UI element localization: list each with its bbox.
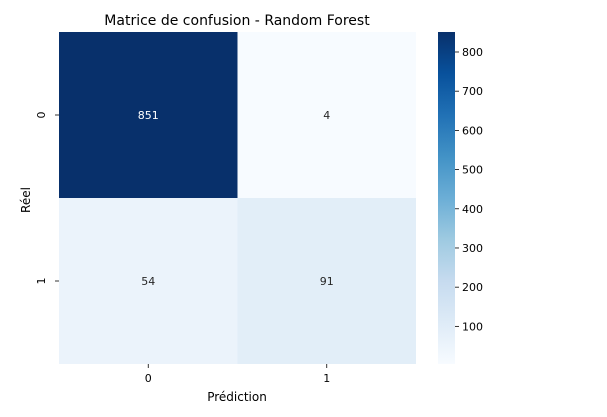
colorbar-tick-label: 100 — [462, 320, 483, 333]
heatmap-cell-1-0 — [59, 198, 238, 364]
cell-value-1-0: 54 — [141, 275, 155, 288]
colorbar-ticks: 100 200 300 400 500 600 700 800 — [455, 46, 483, 333]
x-tick-label: 1 — [323, 372, 330, 385]
x-tick-label: 0 — [145, 372, 152, 385]
colorbar-tick-label: 800 — [462, 46, 483, 59]
cell-value-0-0: 851 — [138, 109, 159, 122]
y-axis-label: Réel — [19, 187, 33, 213]
y-axis: 01 — [35, 112, 59, 285]
chart-title: Matrice de confusion - Random Forest — [104, 13, 370, 29]
cell-value-1-1: 91 — [320, 275, 334, 288]
y-tick-label: 0 — [35, 112, 48, 119]
heatmap-cell-1-1 — [237, 198, 416, 364]
y-tick-label: 1 — [35, 278, 48, 285]
colorbar-tick-label: 400 — [462, 203, 483, 216]
colorbar-tick-label: 600 — [462, 124, 483, 137]
colorbar-tick-label: 200 — [462, 281, 483, 294]
heatmap-cells — [59, 32, 416, 364]
heatmap-cell-0-1 — [237, 32, 416, 198]
x-axis-label: Prédiction — [207, 390, 267, 404]
colorbar-tick-label: 700 — [462, 85, 483, 98]
cell-annotations: 851 4 54 91 — [138, 109, 334, 288]
colorbar-tick-label: 500 — [462, 164, 483, 177]
cell-value-0-1: 4 — [323, 109, 330, 122]
heatmap-cell-0-0 — [59, 32, 238, 198]
colorbar-tick-label: 300 — [462, 242, 483, 255]
colorbar — [438, 32, 455, 364]
